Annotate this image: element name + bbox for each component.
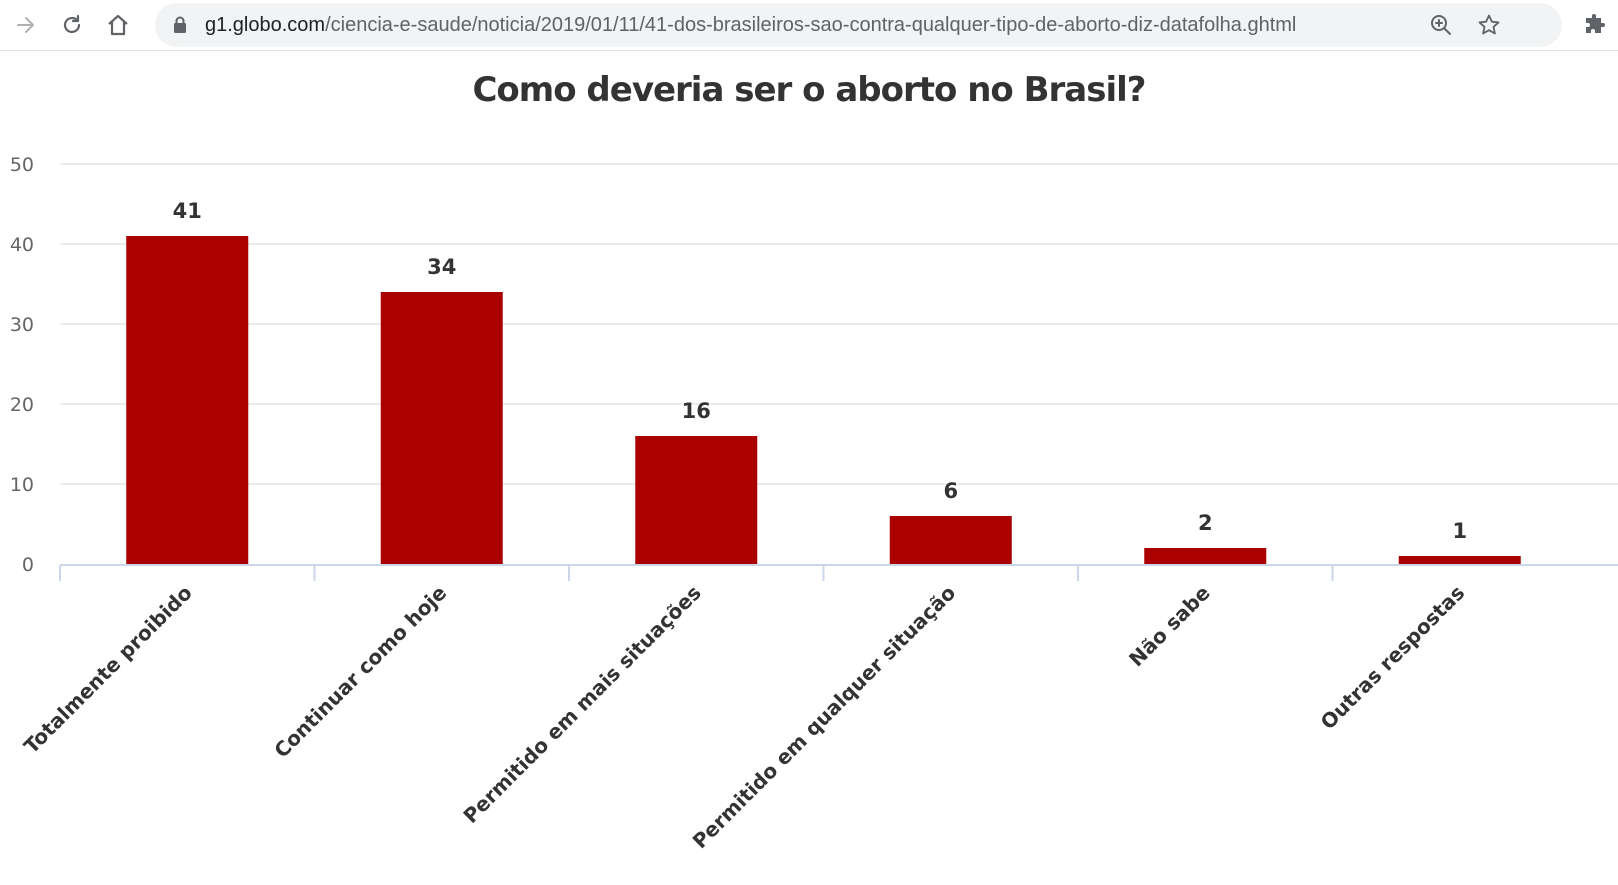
data-label: 41 [173, 199, 202, 223]
x-tick-label: Continuar como hoje [269, 581, 451, 763]
y-tick-label: 40 [10, 234, 34, 256]
x-tick-label: Outras respostas [1316, 581, 1470, 735]
y-tick-label: 30 [10, 314, 34, 336]
bar [380, 292, 503, 564]
y-tick-label: 20 [10, 394, 34, 416]
home-button[interactable] [98, 5, 138, 45]
y-tick-label: 50 [10, 154, 34, 176]
bar [126, 236, 249, 564]
bar [635, 436, 758, 564]
forward-button[interactable] [6, 5, 46, 45]
x-tick-label: Totalmente proibido [19, 581, 197, 759]
x-tick-label: Permitido em mais situações [458, 581, 705, 828]
bar [1398, 556, 1521, 564]
y-tick-label: 10 [10, 474, 34, 496]
data-label: 2 [1198, 511, 1213, 535]
extensions-icon [1586, 14, 1605, 33]
data-label: 16 [682, 399, 711, 423]
extensions-button[interactable] [1580, 10, 1610, 40]
bar [889, 516, 1012, 564]
url-host: g1.globo.com [205, 14, 326, 36]
zoom-button[interactable] [1427, 11, 1455, 39]
bar [1144, 548, 1267, 564]
lock-icon [174, 16, 186, 33]
home-icon [108, 14, 128, 36]
data-label: 34 [427, 255, 456, 279]
x-tick-label: Não sabe [1124, 581, 1215, 672]
y-tick-label: 0 [22, 554, 34, 576]
data-label: 1 [1452, 519, 1467, 543]
url-path: /ciencia-e-saude/noticia/2019/01/11/41-d… [325, 14, 1297, 36]
reload-icon [63, 14, 81, 34]
forward-icon [17, 17, 34, 33]
chart-title: Como deveria ser o aborto no Brasil? [472, 70, 1146, 110]
data-label: 6 [943, 479, 958, 503]
x-tick-label: Permitido em qualquer situação [688, 581, 961, 854]
zoom-icon [1431, 15, 1451, 35]
bookmark-button[interactable] [1475, 11, 1503, 39]
address-bar[interactable]: g1.globo.com/ciencia-e-saude/noticia/201… [155, 3, 1562, 47]
reload-button[interactable] [52, 5, 92, 45]
browser-toolbar: g1.globo.com/ciencia-e-saude/noticia/201… [0, 0, 1618, 51]
url-text[interactable]: g1.globo.com/ciencia-e-saude/noticia/201… [205, 3, 1296, 47]
bookmark-star-icon [1478, 14, 1500, 35]
